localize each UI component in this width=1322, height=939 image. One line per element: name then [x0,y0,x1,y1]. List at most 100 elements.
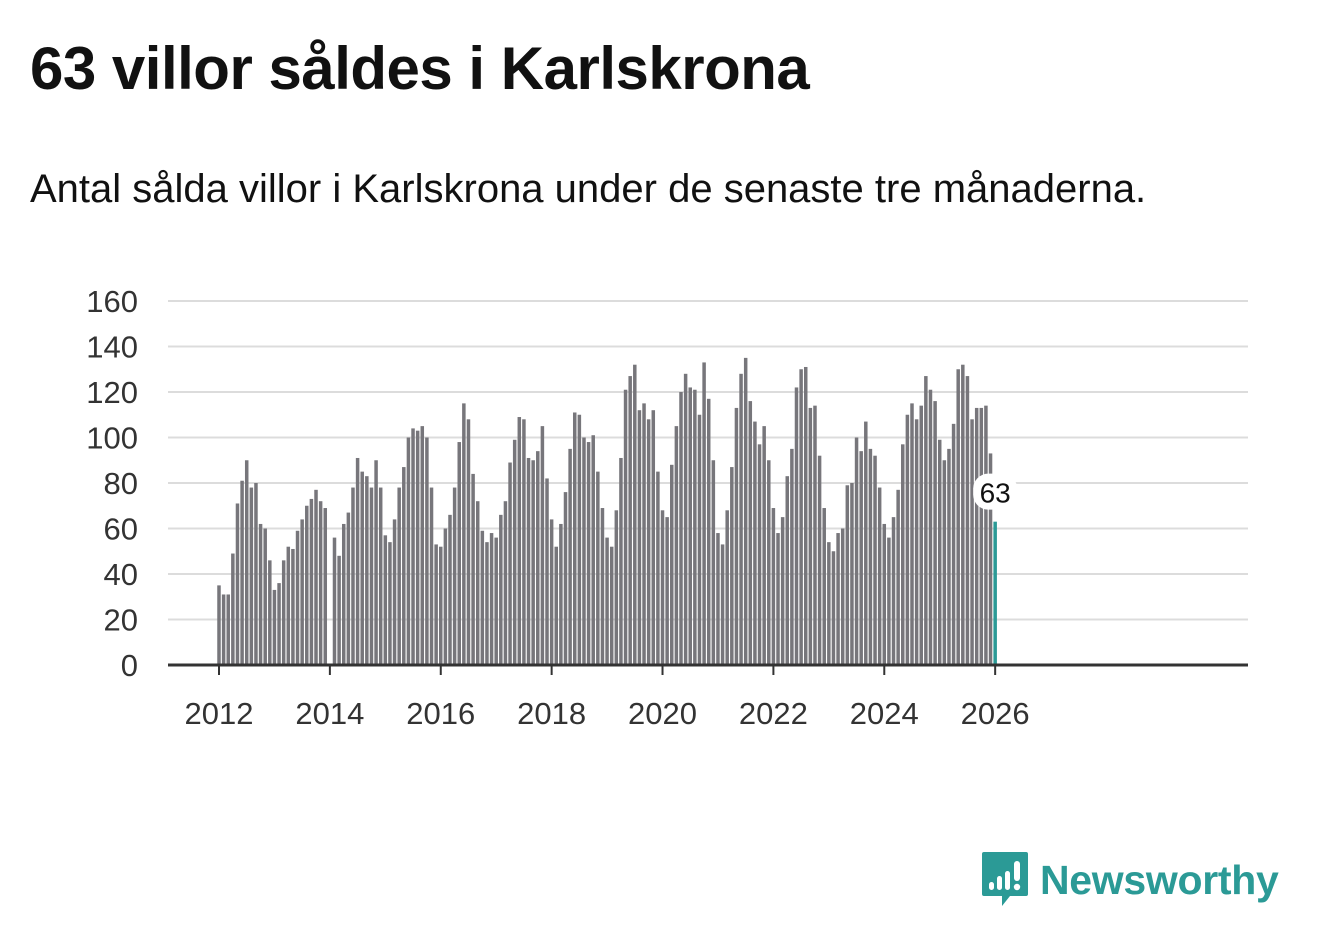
y-tick-label: 20 [104,603,138,638]
bar [683,373,688,665]
bar [725,510,729,665]
bar [314,489,318,665]
bar [462,403,466,665]
bar [776,533,780,665]
bar [351,487,355,665]
bar [341,523,346,665]
bar [522,419,526,665]
bar [415,430,420,665]
bar [697,414,702,665]
x-tick-label: 2026 [961,696,1030,731]
bar [887,537,891,665]
bar [309,498,314,665]
bar [937,439,942,665]
x-tick-label: 2022 [739,696,808,731]
bar [392,519,397,665]
bar [540,426,545,665]
bar [503,501,508,665]
y-axis-labels: 0 20 40 60 80 100 120 140 160 [86,284,138,683]
bar [688,387,692,665]
bar [771,508,776,665]
bar [614,510,619,665]
bar [794,387,799,665]
bar [716,533,720,665]
bar [443,528,448,665]
bar [646,419,651,665]
bar [277,583,281,665]
bar [864,421,868,665]
x-tick-label: 2024 [850,696,919,731]
bar [840,528,845,665]
bar [554,546,559,665]
bar [951,423,956,665]
brand-name: Newsworthy [1040,856,1279,903]
bar [388,542,392,665]
bar [346,512,351,665]
bar [868,448,873,665]
bar [850,483,854,665]
bar [559,523,563,665]
bar [397,487,401,665]
bar [568,448,572,665]
bar [448,514,452,665]
bar [836,533,840,665]
bar [577,414,582,665]
bar [374,460,378,665]
bar [739,373,743,665]
bar [633,364,637,665]
bar [545,478,549,665]
bar [281,560,286,665]
bar [910,403,914,665]
bar [231,553,235,665]
highlight-annotation: 63 [973,473,1018,510]
bar [268,560,272,665]
bar [877,487,882,665]
bar [226,594,230,665]
bar [706,398,711,665]
bar [332,537,337,665]
bar [494,537,498,665]
bar [623,389,628,665]
bar [831,551,836,665]
bar [378,487,383,665]
page-title: 63 villor såldes i Karlskrona [30,35,810,102]
bar [670,464,674,665]
bar [429,487,434,665]
bar [619,457,623,665]
y-tick-label: 40 [104,557,138,592]
bar [402,467,406,665]
y-tick-label: 140 [86,330,138,365]
bar [817,455,822,665]
bar [295,530,300,665]
bar [942,460,947,665]
bar [970,419,974,665]
bar [526,457,531,665]
bar [591,435,595,665]
bar [767,460,771,665]
bar [244,460,249,665]
bar [896,489,900,665]
chart-bars [217,357,997,665]
bar [480,530,485,665]
bar [660,510,665,665]
bar [859,451,863,665]
bar [947,448,951,665]
bar [914,419,919,665]
bar [217,585,221,665]
bar [355,457,360,665]
bar [924,376,928,665]
bar [988,453,993,665]
bar [813,405,817,665]
bar [596,471,600,665]
y-tick-label: 60 [104,512,138,547]
bar [757,444,762,665]
bar [369,487,374,665]
bar [411,428,415,665]
bar [549,519,554,665]
y-tick-label: 0 [121,648,138,683]
bar [762,426,766,665]
x-tick-label: 2020 [628,696,697,731]
newsworthy-logo-icon [982,852,1028,906]
y-tick-label: 160 [86,284,138,319]
